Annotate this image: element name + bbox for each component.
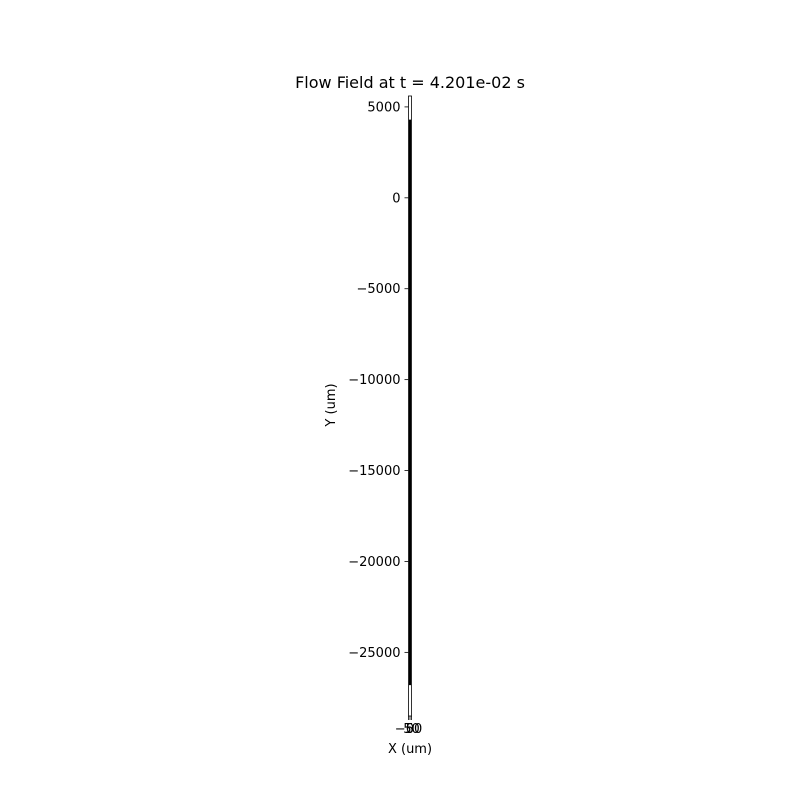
y-axis-label: Y (um) [324, 383, 339, 427]
y-axis: 5000 0 −5000 −10000 −15000 −20000 −25000 [348, 100, 409, 661]
y-tick-label: −15000 [348, 464, 400, 479]
x-tick-label: 50 [403, 722, 420, 737]
y-tick-label: −20000 [348, 555, 400, 570]
y-tick-label: 0 [392, 191, 400, 206]
x-tick-label: −50 [395, 722, 422, 737]
y-tick-label: 5000 [367, 100, 400, 115]
chart-title: Flow Field at t = 4.201e-02 s [295, 73, 525, 92]
x-axis-label: X (um) [388, 742, 432, 757]
y-tick-label: −10000 [348, 373, 400, 388]
y-tick-label: −5000 [357, 282, 401, 297]
y-tick-label: −25000 [348, 646, 400, 661]
plot-area [408, 95, 412, 717]
x-tick-label: 0 [406, 722, 414, 737]
